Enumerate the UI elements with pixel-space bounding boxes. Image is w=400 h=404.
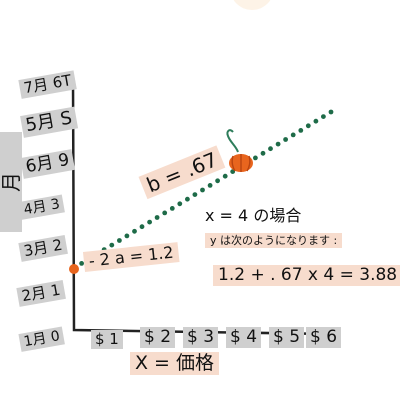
line-dot	[260, 150, 266, 156]
example-equation: 1.2 + . 67 x 4 = 3.88	[213, 265, 400, 286]
example-subheading: y は次のようになります :	[205, 233, 343, 248]
sun-glow	[233, 0, 271, 10]
line-dot	[207, 183, 213, 188]
pumpkin-icon	[226, 129, 253, 172]
line-dot	[139, 224, 145, 230]
line-dot	[321, 114, 326, 119]
x-tick-label: $ 1	[91, 330, 123, 349]
x-axis-title: X = 価格	[130, 352, 220, 375]
line-dot	[177, 201, 183, 207]
line-dot	[313, 118, 319, 124]
line-dot	[328, 109, 334, 115]
line-dot	[124, 233, 130, 239]
line-dot	[117, 238, 122, 243]
y-axis-title-box: 月	[0, 132, 23, 232]
line-dot	[283, 137, 288, 142]
line-dot	[275, 141, 281, 147]
line-dot	[290, 132, 296, 138]
line-dot	[185, 196, 190, 202]
line-dot	[222, 173, 228, 179]
line-dot	[162, 210, 168, 216]
line-dot	[154, 215, 160, 220]
line-dot	[169, 206, 175, 211]
x-tick-label: $ 6	[306, 327, 342, 348]
line-dot	[192, 192, 198, 198]
pumpkin-ridges	[231, 154, 251, 172]
x-tick-label: $ 4	[226, 327, 262, 348]
example-heading: x = 4 の場合	[205, 206, 302, 225]
y-axis-title: 月	[0, 172, 23, 192]
line-dot	[147, 219, 153, 225]
x-tick-label: $ 3	[183, 327, 219, 348]
intercept-pumpkin	[69, 264, 79, 274]
x-tick-label: $ 2	[140, 327, 176, 348]
line-dot	[268, 146, 273, 152]
line-dot	[215, 178, 221, 184]
line-dot	[200, 187, 205, 193]
line-dot	[109, 242, 115, 248]
line-dot	[132, 228, 137, 234]
line-dot	[253, 155, 258, 161]
line-dot	[305, 123, 311, 129]
regression-line	[71, 109, 334, 271]
line-dot	[298, 127, 304, 133]
pumpkin-stem	[226, 129, 239, 153]
x-tick-label: $ 5	[269, 327, 305, 348]
line-dot	[79, 261, 84, 266]
